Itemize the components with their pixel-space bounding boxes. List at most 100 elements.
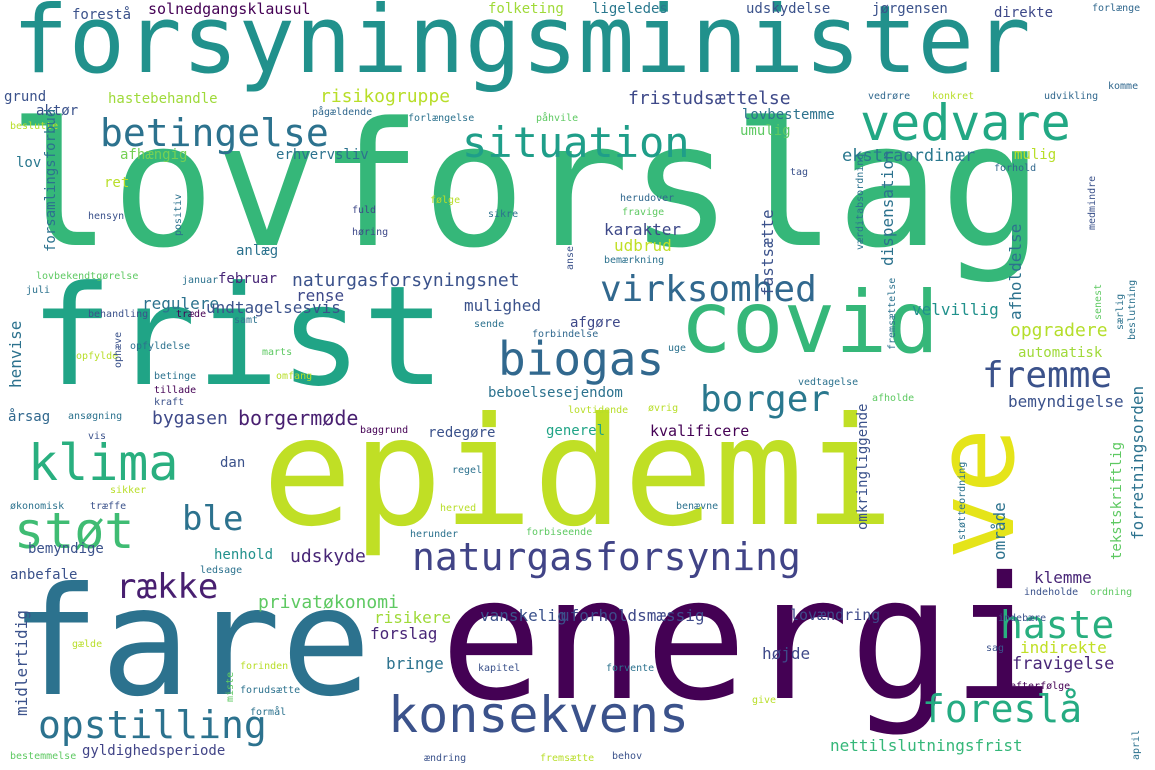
word: klima [28, 434, 179, 492]
word: forbiseende [526, 527, 593, 538]
word: solnedgangsklausul [148, 0, 311, 18]
word: herudover [620, 193, 675, 204]
word: miste [225, 671, 236, 702]
word: fremme [982, 355, 1113, 396]
word: indeholde [1024, 587, 1079, 598]
word: ordning [1090, 587, 1133, 598]
word: fare [10, 556, 372, 730]
word: forslag [370, 624, 438, 643]
word: lovforslag [8, 85, 1044, 286]
word: marts [262, 347, 293, 358]
word: anbefale [10, 567, 78, 583]
word: betinge [154, 371, 197, 382]
word: medmindre [1087, 175, 1098, 230]
word: fremsætte [540, 753, 595, 764]
word: naturgasforsyning [412, 535, 801, 579]
word: bringe [386, 654, 444, 673]
word: ansøgning [68, 411, 123, 422]
word: forsamlingsforbud [43, 108, 59, 252]
word: vedtagelse [798, 377, 859, 388]
word: bemyndigelse [1008, 392, 1124, 411]
word: borger [700, 379, 831, 420]
word: tillade [154, 385, 197, 396]
word: formål [250, 707, 287, 718]
word: beslutte [10, 121, 59, 132]
word: grund [4, 89, 47, 105]
word: værditabsordning [855, 153, 866, 250]
word: borgermøde [238, 406, 359, 430]
word: indirekte [1020, 638, 1107, 657]
word: frist [30, 256, 446, 417]
word: forretningsorden [1128, 385, 1147, 540]
word: indebære [998, 613, 1047, 624]
word: hensyn [88, 211, 125, 222]
word: kvalificere [650, 422, 750, 440]
word: afgøre [570, 315, 621, 331]
word: biogas [498, 332, 665, 386]
word: uge [668, 343, 687, 354]
word: ret [104, 175, 130, 191]
word: række [116, 567, 219, 607]
word: dispensation [878, 150, 897, 266]
word: regulere [142, 294, 220, 313]
word: bemærkning [604, 255, 665, 266]
word: hastebehandle [108, 91, 218, 107]
word: ve [911, 427, 1039, 560]
word: forbindelse [532, 329, 599, 340]
word: forestå [72, 7, 132, 23]
word: klemme [1034, 568, 1092, 587]
word: støtteordning [957, 461, 968, 540]
word: betingelse [100, 111, 329, 155]
word: vedrøre [868, 91, 911, 102]
word: økonomisk [10, 501, 65, 512]
word: tag [790, 167, 809, 178]
word: konsekvens [388, 686, 690, 744]
word: udskyde [290, 546, 366, 567]
word: uforholdsmæssig [560, 606, 705, 625]
word: forudsætte [240, 685, 301, 696]
word: februar [218, 271, 278, 287]
word: give [752, 695, 777, 706]
word: opgradere [1010, 320, 1108, 341]
word: benævne [676, 501, 719, 512]
word: ledsage [200, 565, 243, 576]
word: fravigelse [1012, 654, 1115, 674]
word: baggrund [360, 425, 409, 436]
word: påhvile [536, 113, 579, 124]
word: forlænge [1092, 3, 1141, 14]
word: naturgasforsyningsnet [292, 270, 520, 291]
word: øvrig [648, 403, 679, 414]
word: regel [452, 465, 483, 476]
word: udskydelse [746, 1, 831, 17]
word: virksomhed [600, 269, 817, 310]
word: ændring [424, 753, 467, 764]
word: sikre [488, 209, 519, 220]
word: april [1131, 729, 1142, 760]
word: bemyndige [28, 541, 104, 557]
word: umulig [740, 123, 791, 139]
word: fravige [622, 207, 665, 218]
word: ekstraordinær [842, 146, 976, 166]
word: forhold [994, 163, 1037, 174]
word: situation [462, 118, 690, 167]
word: sende [474, 319, 505, 330]
word: risikogruppe [320, 86, 451, 107]
word: særlig [1115, 293, 1126, 330]
word: træffe [90, 501, 127, 512]
word: undtagelsesvis [206, 298, 341, 317]
word: konkret [932, 91, 975, 102]
word: kapitel [478, 663, 521, 674]
word: lovbekendtgørelse [36, 271, 139, 282]
word: vedvare [860, 94, 1071, 152]
word: behandling [88, 309, 149, 320]
word: juli [26, 285, 51, 296]
word: lovtidende [568, 405, 629, 416]
word: henvise [6, 320, 25, 388]
word: automatisk [1018, 345, 1103, 361]
word: ligeledes [592, 1, 668, 17]
word: opfyldelse [130, 341, 191, 352]
word: højde [762, 644, 811, 663]
word: fremsættelse [887, 277, 898, 350]
word: anlæg [236, 243, 279, 259]
